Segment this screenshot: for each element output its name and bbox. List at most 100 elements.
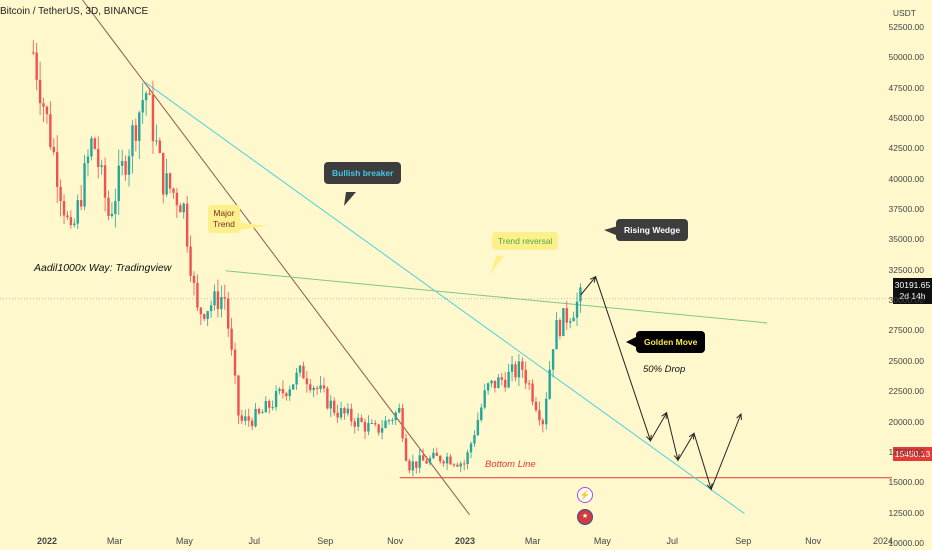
candle-body: [151, 94, 155, 142]
x-tick-label: Mar: [107, 536, 123, 546]
candle-body: [353, 421, 356, 427]
x-tick-label: Jul: [249, 536, 261, 546]
candle-body: [134, 125, 138, 141]
candle-body: [158, 140, 161, 153]
candle-body: [233, 349, 237, 376]
candle-body: [473, 435, 476, 444]
bottom-price-tag[interactable]: 15450.13: [893, 447, 932, 461]
x-tick-label: Nov: [387, 536, 404, 546]
y-tick-label: 37500.00: [888, 204, 924, 215]
x-tick-label: Sep: [317, 536, 333, 546]
candle-body: [131, 125, 134, 157]
candle-body: [548, 369, 551, 399]
candle-body: [360, 417, 363, 422]
y-tick-label: 42500.00: [888, 143, 924, 154]
candle-body: [452, 464, 456, 466]
y-tick-label: 52500.00: [888, 21, 924, 32]
cyan-descending-trendline: [145, 82, 745, 514]
candle-body: [155, 140, 158, 142]
candle-body: [107, 197, 110, 216]
x-tick-label: Jul: [667, 536, 679, 546]
trend-reversal-pointer: [490, 256, 504, 274]
candle-body: [127, 156, 131, 175]
candle-body: [531, 383, 534, 402]
candle-body: [504, 379, 507, 388]
candle-body: [391, 420, 394, 422]
candle-body: [309, 384, 312, 391]
candle-body: [179, 205, 182, 213]
candle-body: [579, 287, 582, 302]
candle-body: [462, 463, 466, 465]
candle-body: [442, 461, 445, 464]
candle-body: [312, 387, 315, 391]
candle-body: [240, 415, 244, 421]
candle-body: [76, 200, 79, 224]
candle-body: [138, 112, 141, 141]
candle-body: [500, 377, 503, 380]
y-tick-label: 35000.00: [888, 234, 924, 245]
candle-body: [428, 458, 432, 464]
candle-body: [476, 419, 480, 436]
candle-body: [459, 463, 462, 467]
candle-body: [185, 203, 189, 247]
current-price-tag[interactable]: 30191.65 2d 14h: [893, 278, 932, 304]
candle-body: [507, 371, 510, 388]
major-trend-pointer: [236, 222, 268, 230]
y-tick-label: 17500.00: [888, 446, 924, 457]
candle-body: [490, 380, 493, 384]
candle-body: [86, 156, 90, 164]
candle-body: [83, 163, 86, 207]
candle-body: [189, 246, 192, 276]
candle-body: [421, 455, 425, 461]
candle-body: [497, 377, 500, 389]
candle-body: [356, 417, 360, 427]
watermark: Aadil1000x Way: Tradingview: [34, 262, 172, 274]
candle-body: [527, 383, 531, 385]
x-tick-label: Nov: [805, 536, 822, 546]
candle-body: [93, 138, 97, 149]
candle-body: [565, 308, 568, 323]
candle-body: [69, 217, 73, 226]
candle-body: [524, 369, 527, 384]
projection-arrowhead: [673, 454, 680, 462]
golden-move-callout: Golden Move: [636, 331, 706, 353]
candle-body: [572, 317, 575, 322]
candle-body: [268, 401, 271, 408]
candle-body: [175, 192, 179, 206]
candle-body: [326, 388, 329, 409]
candle-body: [483, 390, 486, 408]
candle-body: [387, 420, 391, 422]
candle-body: [418, 455, 421, 468]
candle-body: [404, 438, 408, 461]
candle-body: [244, 416, 247, 421]
candle-body: [230, 328, 233, 350]
candle-body: [261, 412, 264, 414]
candle-body: [384, 420, 387, 429]
candle-body: [538, 410, 541, 421]
candle-body: [220, 297, 223, 310]
drop-label: 50% Drop: [643, 364, 686, 375]
candle-body: [319, 385, 322, 389]
candle-body: [250, 420, 254, 427]
candle-body: [196, 282, 199, 308]
x-tick-label: May: [594, 536, 612, 546]
golden-move-pointer: [626, 336, 638, 348]
candle-body: [144, 93, 148, 101]
candle-body: [90, 138, 93, 157]
candle-body: [305, 378, 309, 385]
candle-body: [336, 412, 339, 418]
lightning-icon[interactable]: ⚡: [577, 487, 593, 503]
candle-body: [374, 423, 377, 425]
candle-body: [291, 384, 295, 390]
candle-body: [55, 152, 59, 187]
us-flag-icon[interactable]: ★: [577, 509, 593, 525]
candle-body: [124, 161, 127, 175]
candle-body: [73, 223, 76, 226]
candle-body: [493, 380, 497, 389]
candle-body: [435, 452, 439, 456]
projection-arrowhead: [688, 432, 695, 440]
candle-body: [162, 152, 165, 195]
candle-body: [182, 203, 185, 213]
projection-arrowhead: [706, 483, 713, 491]
